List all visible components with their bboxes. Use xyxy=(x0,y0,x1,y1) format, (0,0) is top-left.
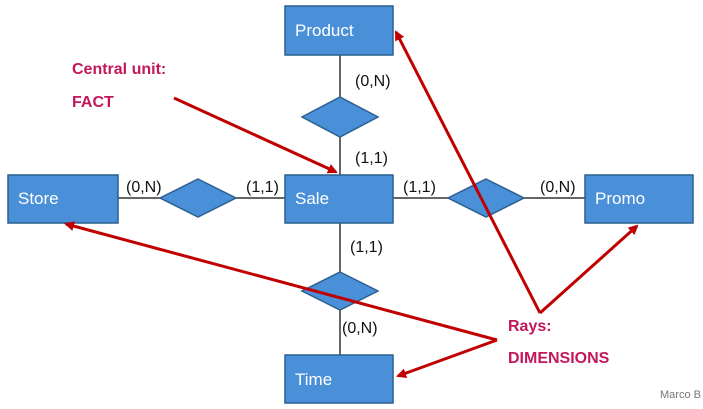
cardinality-sale-promo: (1,1) xyxy=(403,179,436,196)
sale-entity-label: Sale xyxy=(295,189,329,208)
dimension-arrow-product xyxy=(394,30,542,314)
cardinality-sale-time: (1,1) xyxy=(350,239,383,256)
fact-annotation-line2: FACT xyxy=(72,94,114,111)
time-entity-label: Time xyxy=(295,370,332,389)
product-relationship-diamond xyxy=(300,96,380,138)
dimension-arrow-time xyxy=(396,338,498,378)
product-entity xyxy=(284,5,394,56)
dimension-arrow-store xyxy=(64,221,498,342)
time-entity xyxy=(284,354,394,404)
cardinality-sale-store: (1,1) xyxy=(246,179,279,196)
dimensions-annotation-line1: Rays: xyxy=(508,318,552,335)
promo-entity xyxy=(584,174,694,224)
time-relationship-diamond xyxy=(300,271,380,311)
fact-annotation-line1: Central unit: xyxy=(72,61,166,78)
store-relationship-diamond xyxy=(158,178,238,218)
cardinality-store: (0,N) xyxy=(126,179,162,196)
cardinality-promo: (0,N) xyxy=(540,179,576,196)
fact-arrow xyxy=(173,96,338,174)
cardinality-time: (0,N) xyxy=(342,320,378,337)
cardinality-sale-product: (1,1) xyxy=(355,150,388,167)
cardinality-product: (0,N) xyxy=(355,73,391,90)
dimensions-annotation-line2: DIMENSIONS xyxy=(508,350,610,367)
product-entity-label: Product xyxy=(295,21,354,40)
promo-relationship-diamond xyxy=(446,178,526,218)
sale-entity xyxy=(284,174,394,224)
store-entity xyxy=(7,174,119,224)
promo-entity-label: Promo xyxy=(595,189,645,208)
author-credit: Marco B xyxy=(660,389,701,401)
store-entity-label: Store xyxy=(18,189,59,208)
dimension-arrow-promo xyxy=(538,224,639,315)
